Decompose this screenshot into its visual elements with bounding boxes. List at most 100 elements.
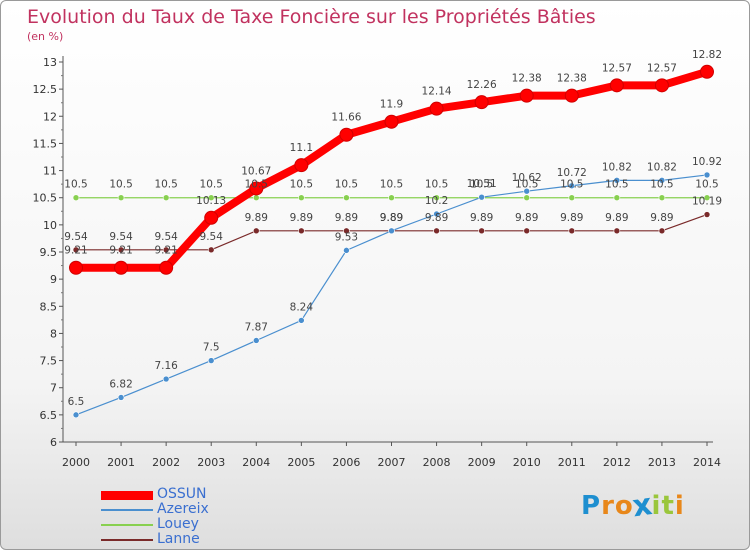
data-point-azereix: [343, 247, 350, 254]
y-tick-label: 11.5: [33, 137, 58, 150]
y-tick-label: 8.5: [40, 300, 58, 313]
data-point-louey: [658, 194, 666, 202]
data-point-louey: [343, 194, 350, 202]
data-point-lanne: [207, 246, 215, 254]
data-label-lanne: 9.89: [605, 212, 628, 224]
x-tick-label: 2002: [152, 456, 180, 469]
logo-letter: o: [614, 491, 634, 521]
y-tick-label: 9: [50, 273, 57, 286]
data-point-louey: [72, 194, 80, 202]
data-label-louey: 10.5: [470, 179, 493, 191]
data-label-louey: 10.5: [290, 179, 313, 191]
x-tick-label: 2009: [468, 456, 496, 469]
data-label-azereix: 7.16: [154, 360, 178, 372]
legend-swatch: [101, 509, 153, 511]
y-tick-label: 7.5: [40, 355, 58, 368]
data-point-azereix: [478, 193, 485, 201]
data-label-louey: 10.5: [425, 179, 448, 191]
x-tick-label: 2005: [287, 456, 315, 469]
x-tick-label: 2014: [693, 456, 721, 469]
data-label-louey: 10.5: [200, 179, 223, 191]
y-tick-label: 12: [43, 110, 57, 123]
data-label-louey: 10.5: [64, 179, 87, 191]
data-label-louey: 10.5: [695, 179, 718, 191]
y-tick-label: 12.5: [33, 83, 58, 96]
data-label-ossun: 11.66: [331, 112, 361, 124]
data-point-azereix: [658, 177, 666, 184]
data-point-azereix: [162, 375, 170, 383]
data-point-ossun: [384, 114, 399, 129]
data-label-louey: 10.5: [154, 179, 177, 191]
data-label-louey: 10.5: [245, 179, 268, 191]
data-label-azereix: 10.82: [647, 161, 677, 173]
y-tick-label: 10.5: [33, 192, 58, 205]
data-point-lanne: [658, 227, 666, 235]
data-point-louey: [117, 194, 125, 202]
x-tick-label: 2011: [558, 456, 586, 469]
data-label-ossun: 12.57: [602, 62, 632, 74]
data-label-lanne: 9.89: [335, 212, 358, 224]
legend-label: Azereix: [157, 501, 209, 517]
y-tick-label: 9.5: [40, 246, 58, 259]
x-tick-label: 2003: [197, 456, 225, 469]
y-tick-label: 8: [50, 327, 57, 340]
x-tick-label: 2008: [423, 456, 451, 469]
data-label-lanne: 9.54: [64, 231, 88, 243]
data-label-louey: 10.5: [109, 179, 132, 191]
y-tick-label: 6: [50, 436, 57, 449]
logo-letter: r: [601, 491, 615, 521]
data-point-lanne: [568, 227, 576, 235]
data-point-lanne: [703, 211, 711, 218]
data-point-ossun: [159, 260, 174, 275]
data-label-azereix: 10.51: [467, 178, 497, 190]
data-point-azereix: [298, 317, 305, 324]
data-point-ossun: [519, 88, 534, 103]
logo-letter: x: [630, 487, 656, 525]
y-tick-label: 10: [43, 219, 57, 232]
logo-letter: t: [661, 491, 675, 521]
data-point-lanne: [343, 227, 350, 235]
data-label-ossun: 12.38: [557, 73, 587, 85]
data-label-azereix: 7.87: [245, 321, 268, 333]
chart-title: Evolution du Taux de Taxe Foncière sur l…: [27, 6, 596, 28]
data-point-ossun: [474, 95, 489, 110]
data-label-lanne: 9.89: [650, 212, 673, 224]
data-point-lanne: [478, 227, 485, 235]
data-point-lanne: [252, 227, 260, 235]
data-point-azereix: [523, 187, 531, 195]
data-point-lanne: [523, 227, 531, 235]
y-tick-label: 13: [43, 56, 57, 69]
data-label-louey: 10.5: [515, 179, 538, 191]
legend-label: OSSUN: [157, 486, 207, 502]
legend-swatch: [101, 524, 153, 526]
data-point-ossun: [564, 88, 579, 103]
data-label-lanne: 9.89: [515, 212, 538, 224]
data-label-ossun: 9.21: [64, 245, 87, 257]
data-point-louey: [703, 194, 711, 202]
data-point-ossun: [339, 127, 354, 142]
data-point-lanne: [433, 227, 440, 235]
data-label-lanne: 9.54: [200, 231, 224, 243]
x-tick-label: 2012: [603, 456, 631, 469]
data-label-ossun: 12.14: [422, 86, 452, 98]
data-label-ossun: 10.67: [241, 165, 271, 177]
data-point-ossun: [609, 78, 624, 93]
proxiti-logo: Proxiti: [581, 487, 685, 524]
data-point-azereix: [252, 337, 260, 344]
data-label-ossun: 12.57: [647, 62, 677, 74]
data-label-azereix: 10.82: [602, 161, 632, 173]
data-label-azereix: 9.53: [335, 231, 358, 243]
data-point-louey: [613, 194, 621, 202]
data-point-lanne: [117, 246, 125, 254]
data-point-azereix: [117, 394, 125, 401]
chart-subtitle: (en %): [27, 30, 64, 43]
data-label-ossun: 9.21: [154, 245, 177, 257]
data-point-louey: [388, 194, 395, 202]
data-point-azereix: [72, 411, 80, 419]
data-point-azereix: [433, 210, 440, 218]
data-point-azereix: [613, 177, 621, 184]
data-label-lanne: 9.89: [290, 212, 313, 224]
data-point-lanne: [613, 227, 621, 235]
data-point-lanne: [72, 246, 80, 254]
